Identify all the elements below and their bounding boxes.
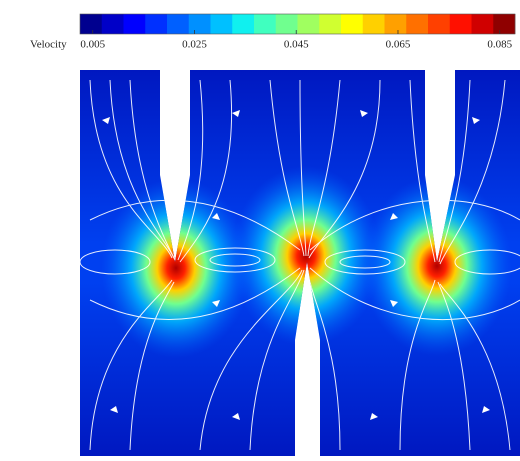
velocity-field — [80, 70, 520, 456]
colorbar: 0.005 0.025 0.045 0.065 0.085 — [80, 14, 515, 51]
colorbar-segment — [319, 14, 341, 34]
colorbar-segment — [145, 14, 167, 34]
colorbar-segment — [232, 14, 254, 34]
colorbar-segment — [472, 14, 494, 34]
colorbar-segment — [254, 14, 276, 34]
colorbar-segment — [80, 14, 102, 34]
colorbar-segment — [363, 14, 385, 34]
colorbar-segment — [167, 14, 189, 34]
colorbar-segment — [493, 14, 515, 34]
colorbar-tick-label: 0.045 — [284, 39, 309, 51]
colorbar-segment — [102, 14, 124, 34]
colorbar-segment — [450, 14, 472, 34]
colorbar-tick-label: 0.005 — [80, 39, 105, 51]
colorbar-tick-label: 0.025 — [182, 39, 207, 51]
colorbar-segment — [189, 14, 211, 34]
colorbar-segment — [406, 14, 428, 34]
colorbar-segment — [276, 14, 298, 34]
colorbar-segment — [341, 14, 363, 34]
figure: Velocity 0.005 0.025 0.045 0.065 0.085 — [0, 0, 520, 456]
colorbar-segment — [211, 14, 233, 34]
colorbar-segment — [428, 14, 450, 34]
colorbar-tick-label: 0.085 — [487, 39, 512, 51]
colorbar-tick-label: 0.065 — [386, 39, 411, 51]
colorbar-segment — [385, 14, 407, 34]
colorbar-label: Velocity — [30, 39, 67, 51]
colorbar-segment — [298, 14, 320, 34]
colorbar-segment — [124, 14, 146, 34]
